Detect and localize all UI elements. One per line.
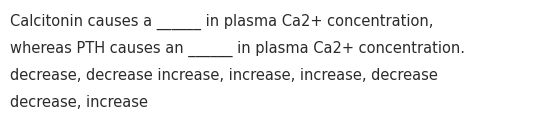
Text: decrease, increase: decrease, increase	[10, 95, 148, 110]
Text: Calcitonin causes a ______ in plasma Ca2+ concentration,: Calcitonin causes a ______ in plasma Ca2…	[10, 14, 434, 30]
Text: decrease, decrease increase, increase, increase, decrease: decrease, decrease increase, increase, i…	[10, 68, 438, 83]
Text: whereas PTH causes an ______ in plasma Ca2+ concentration.: whereas PTH causes an ______ in plasma C…	[10, 41, 465, 57]
